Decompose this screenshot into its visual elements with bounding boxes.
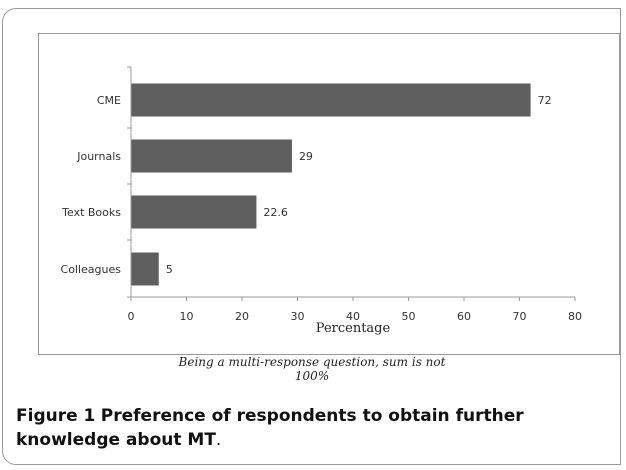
x-tick-label: 80 bbox=[568, 310, 582, 323]
x-tick-label: 0 bbox=[128, 310, 135, 323]
chart-bars bbox=[131, 83, 531, 286]
chart-note: Being a multi-response question, sum is … bbox=[178, 355, 446, 383]
data-label: 5 bbox=[166, 263, 173, 276]
x-tick-label: 10 bbox=[180, 310, 194, 323]
chart-axes: 0 10 20 30 40 50 60 70 80 bbox=[127, 66, 582, 323]
bar-text-books bbox=[131, 195, 257, 229]
category-label: CME bbox=[97, 94, 121, 107]
chart-labels: CME 72 Journals 29 Text Books 22.6 Colleagues 5 bbox=[61, 94, 552, 276]
bar-cme bbox=[131, 83, 531, 117]
x-axis-label: Percentage bbox=[316, 321, 391, 336]
figure-caption: Figure 1 Preference of respondents to ob… bbox=[16, 404, 616, 452]
data-label: 29 bbox=[299, 150, 313, 163]
category-label: Colleagues bbox=[61, 263, 122, 276]
x-tick-label: 30 bbox=[291, 310, 305, 323]
figure-label: Figure 1 bbox=[16, 406, 96, 426]
figure-caption-end: . bbox=[215, 430, 222, 450]
x-tick-label: 60 bbox=[457, 310, 471, 323]
figure-title: Preference of respondents to obtain furt… bbox=[16, 406, 524, 450]
data-label: 72 bbox=[538, 94, 552, 107]
x-tick-label: 70 bbox=[513, 310, 527, 323]
x-tick-label: 40 bbox=[346, 310, 360, 323]
data-label: 22.6 bbox=[263, 206, 288, 219]
x-tick-label: 50 bbox=[402, 310, 416, 323]
bar-colleagues bbox=[131, 252, 159, 286]
category-label: Text Books bbox=[61, 206, 121, 219]
category-label: Journals bbox=[76, 150, 121, 163]
x-tick-label: 20 bbox=[235, 310, 249, 323]
bar-journals bbox=[131, 139, 292, 173]
